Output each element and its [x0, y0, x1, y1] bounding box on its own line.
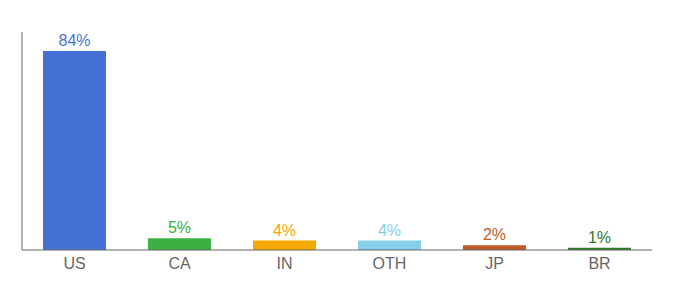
svg-text:BR: BR — [588, 255, 610, 272]
svg-text:84%: 84% — [58, 32, 90, 49]
svg-text:4%: 4% — [378, 222, 401, 239]
svg-text:OTH: OTH — [373, 255, 407, 272]
svg-text:US: US — [63, 255, 85, 272]
svg-text:CA: CA — [168, 255, 191, 272]
svg-text:5%: 5% — [168, 219, 191, 236]
svg-text:JP: JP — [485, 255, 504, 272]
svg-text:4%: 4% — [273, 222, 296, 239]
svg-text:1%: 1% — [588, 229, 611, 246]
svg-text:IN: IN — [277, 255, 293, 272]
svg-text:2%: 2% — [483, 226, 506, 243]
